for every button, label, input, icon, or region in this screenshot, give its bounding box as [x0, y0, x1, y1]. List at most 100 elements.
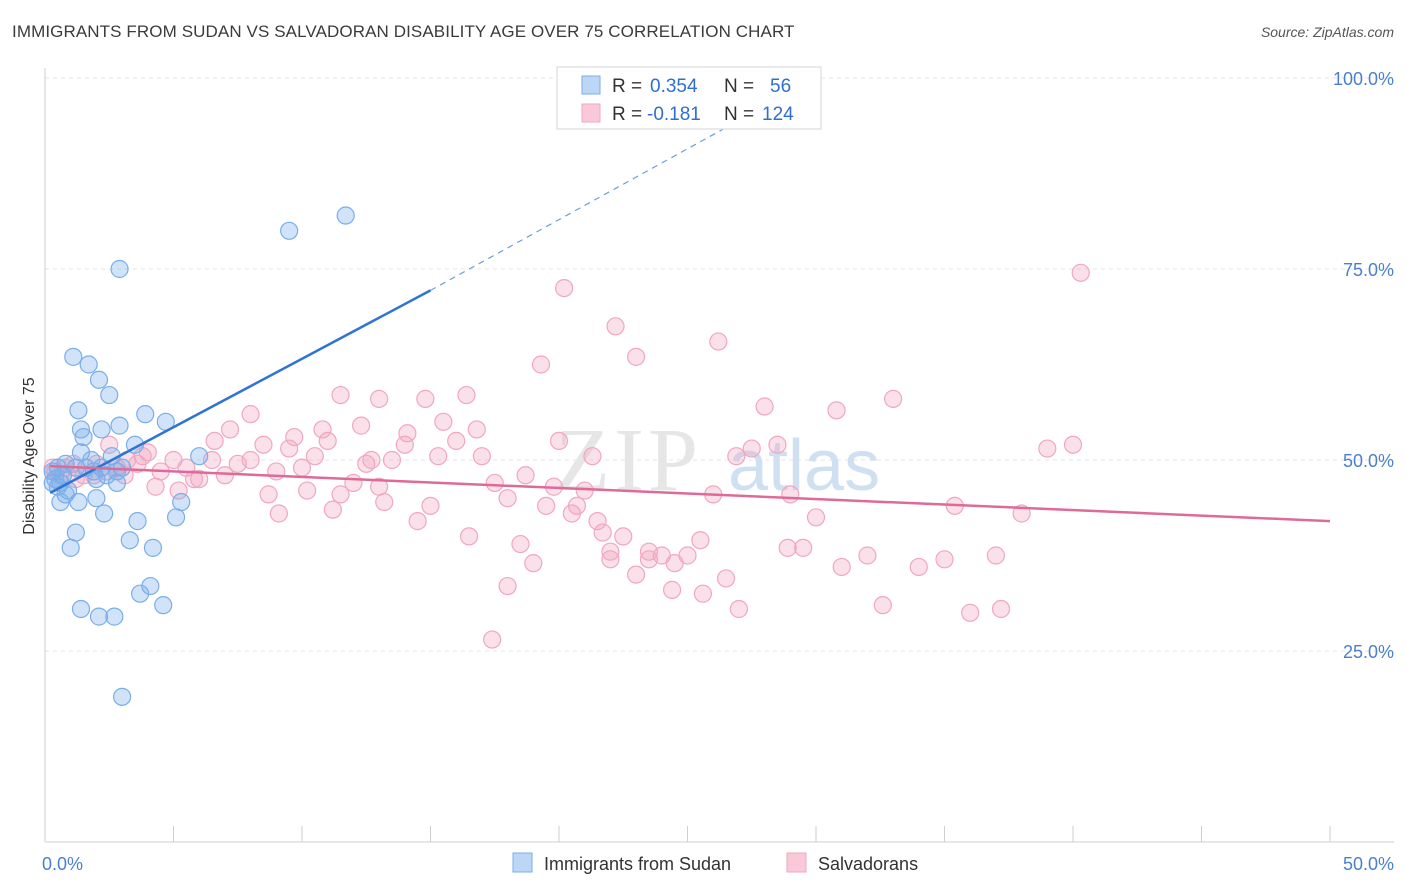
salvadoran-point-35	[472, 447, 491, 466]
salvadoran-point-38	[511, 534, 530, 554]
salvadoran-point-80	[709, 332, 728, 351]
legend-n-label-1: N =	[724, 76, 754, 97]
salvadoran-point-76	[531, 355, 551, 374]
salvadoran-point-44	[588, 512, 607, 531]
sudan-point-51	[172, 492, 191, 512]
x-tick-label-max: 50.0%	[1343, 854, 1394, 874]
y-tick-label-75: 75.0%	[1343, 260, 1394, 280]
legend-r-value-1: 0.354	[650, 76, 698, 97]
y-tick-labels: 25.0% 50.0% 75.0% 100.0%	[1333, 69, 1394, 662]
salvadoran-point-25	[344, 473, 363, 493]
salvadoran-point-24	[331, 485, 350, 504]
sudan-point-22	[79, 355, 98, 374]
sudan-point-42	[190, 447, 209, 466]
salvadoran-point-63	[858, 546, 877, 565]
sudan-point-47	[107, 473, 127, 493]
salvadoran-point-61	[806, 508, 826, 527]
salvadoran-trend-line	[50, 464, 1331, 523]
sudan-point-43	[112, 687, 132, 706]
x-tick-label-min: 0.0%	[42, 854, 83, 874]
salvadoran-point-81	[601, 542, 620, 561]
salvadoran-point-66	[935, 550, 954, 569]
salvadoran-point-93	[205, 431, 224, 450]
salvadoran-point-58	[768, 435, 787, 454]
sudan-point-21	[112, 458, 132, 477]
salvadoran-point-83	[352, 416, 371, 435]
salvadoran-point-59	[781, 485, 800, 504]
salvadoran-point-23	[318, 431, 337, 450]
sudan-point-29	[110, 416, 129, 435]
salvadoran-point-99	[100, 435, 119, 454]
salvadoran-point-65	[909, 557, 928, 577]
legend-n-label-2: N =	[724, 104, 754, 125]
salvadoran-point-91	[241, 405, 260, 424]
sudan-point-49	[336, 206, 355, 225]
salvadoran-point-52	[691, 531, 710, 550]
salvadoran-point-75	[583, 447, 602, 466]
sudan-point-23	[89, 370, 109, 389]
legend-box	[556, 66, 822, 130]
salvadoran-point-118	[827, 401, 846, 420]
salvadoran-point-117	[778, 538, 797, 557]
sudan-point-8	[51, 492, 70, 512]
salvadoran-point-123	[516, 466, 535, 485]
sudan-point-54	[56, 454, 75, 473]
salvadoran-point-116	[727, 447, 746, 466]
salvadoran-point-57	[755, 397, 774, 416]
salvadoran-point-112	[593, 523, 612, 542]
x-tick-labels: 0.0% 50.0%	[42, 854, 1394, 874]
salvadoran-point-115	[693, 584, 713, 603]
salvadoran-point-51	[678, 546, 697, 565]
salvadoran-point-22	[305, 447, 324, 466]
chart-source: Source: ZipAtlas.com	[1260, 24, 1394, 40]
salvadoran-point-111	[567, 496, 587, 515]
salvadoran-point-89	[323, 500, 342, 519]
salvadoran-point-85	[457, 385, 476, 405]
x-ticks	[44, 826, 1331, 842]
salvadoran-point-54	[716, 569, 736, 588]
salvadoran-point-107	[331, 385, 350, 405]
sudan-point-38	[166, 508, 186, 527]
salvadoran-point-29	[395, 435, 414, 454]
salvadoran-point-92	[220, 420, 240, 439]
salvadoran-point-41	[549, 431, 569, 450]
sudan-point-45	[154, 596, 173, 615]
salvadoran-point-37	[498, 489, 517, 508]
grid-lines	[45, 77, 1394, 652]
legend-r-value-2: -0.181	[647, 104, 701, 125]
salvadoran-point-71	[1063, 435, 1083, 454]
salvadoran-point-72	[375, 492, 394, 512]
sudan-point-34	[71, 599, 91, 619]
salvadoran-point-106	[298, 481, 317, 500]
salvadoran-point-28	[382, 450, 402, 470]
salvadoran-point-19	[267, 462, 286, 481]
salvadoran-point-109	[467, 420, 486, 439]
legend-r-label-1: R =	[612, 76, 642, 97]
salvadoran-point-119	[873, 596, 892, 615]
y-tick-label-25: 25.0%	[1343, 642, 1394, 662]
salvadoran-point-46	[614, 527, 633, 546]
salvadorans-points	[43, 263, 1090, 649]
salvadoran-point-73	[483, 630, 502, 649]
bottom-legend: Immigrants from Sudan Salvadorans	[512, 852, 918, 874]
salvadoran-point-15	[215, 466, 234, 485]
salvadoran-point-96	[146, 477, 165, 496]
salvadoran-point-68	[986, 546, 1006, 565]
salvadoran-point-30	[408, 512, 427, 531]
salvadoran-point-108	[416, 389, 435, 408]
salvadoran-point-84	[429, 447, 448, 466]
salvadoran-point-34	[459, 527, 479, 546]
salvadoran-point-17	[241, 450, 260, 470]
sudan-point-41	[136, 405, 155, 424]
salvadoran-point-64	[883, 389, 903, 408]
salvadoran-point-88	[362, 450, 381, 470]
y-axis-label: Disability Age Over 75	[21, 377, 38, 535]
salvadoran-point-94	[184, 470, 204, 489]
legend-n-value-2: 124	[762, 104, 794, 125]
salvadoran-point-56	[742, 439, 761, 458]
legend-r-label-2: R =	[612, 104, 642, 125]
y-tick-label-100: 100.0%	[1333, 69, 1394, 89]
sudan-point-9	[61, 538, 80, 557]
salvadoran-point-36	[485, 473, 504, 493]
salvadoran-point-40	[537, 496, 556, 515]
